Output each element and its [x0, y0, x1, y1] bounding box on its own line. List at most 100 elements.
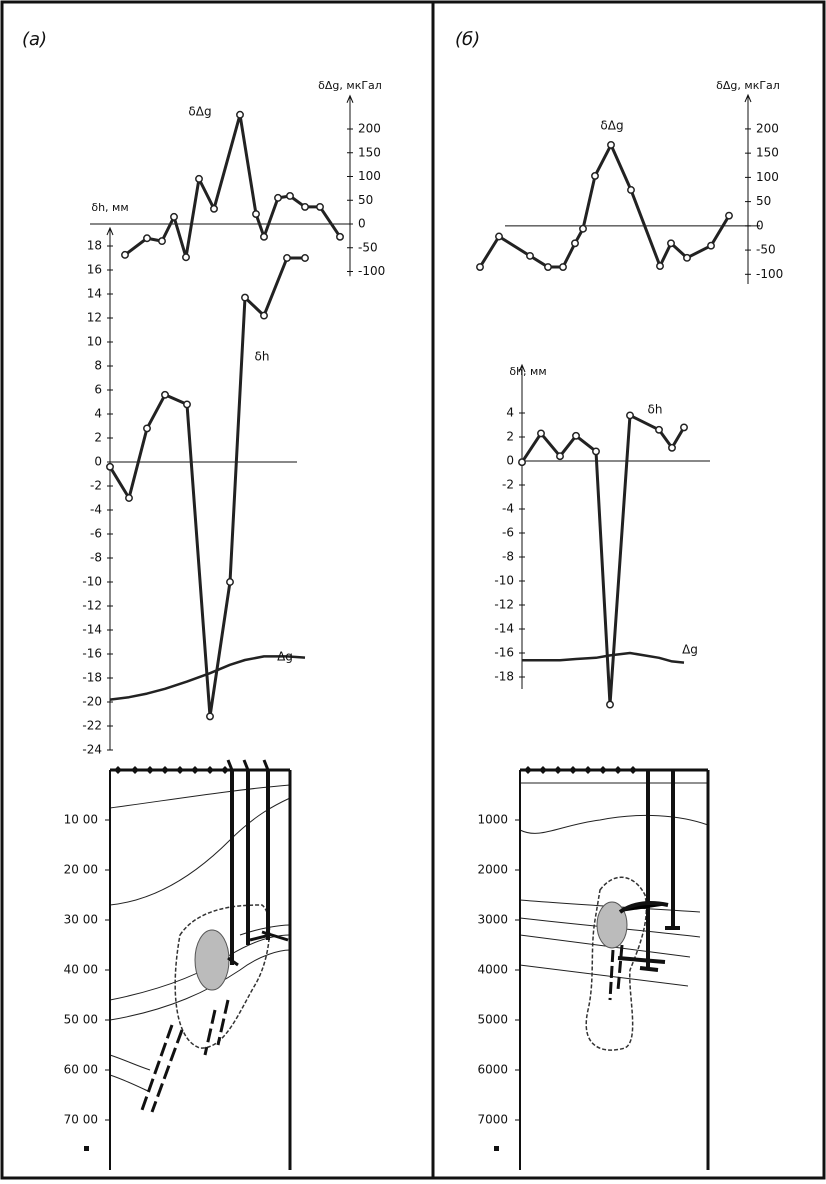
data-point: [579, 224, 587, 233]
series-label: Δg: [277, 650, 293, 664]
axis-label: δΔg, мкГал: [716, 79, 780, 92]
y-tick-label: -16: [494, 646, 514, 660]
y-tick-label: 10: [87, 335, 102, 349]
y-tick-label: 100: [358, 169, 381, 183]
data-point: [626, 411, 634, 420]
axis-label: δh, мм: [509, 365, 546, 378]
y-tick-label: -18: [82, 671, 102, 685]
data-point: [252, 210, 260, 218]
station: [206, 766, 214, 774]
data-point: [206, 712, 214, 721]
data-point: [143, 234, 151, 243]
panel-label: (б): [455, 29, 480, 50]
y-tick-label: -12: [82, 599, 102, 613]
data-line: [108, 256, 305, 718]
y-tick-label: 4: [94, 407, 102, 421]
y-tick-label: -6: [502, 526, 514, 540]
y-tick-label: 7000: [477, 1113, 508, 1127]
y-tick-label: 16: [87, 263, 102, 277]
y-tick-label: -4: [90, 503, 102, 517]
data-point: [476, 263, 484, 271]
y-tick-label: 6000: [477, 1063, 508, 1077]
panel-label: (а): [22, 29, 47, 50]
series-label: δΔg: [600, 119, 623, 133]
data-point: [143, 424, 151, 433]
y-tick-label: 200: [358, 122, 381, 136]
station: [114, 766, 122, 774]
data-point: [274, 193, 282, 202]
data-point: [121, 250, 129, 259]
curve: [109, 655, 306, 701]
y-tick-label: 14: [87, 287, 102, 301]
y-tick-label: -10: [494, 574, 514, 588]
y-tick-label: 3000: [477, 913, 508, 927]
scale-mark: [494, 1146, 499, 1151]
y-tick-label: -6: [90, 527, 102, 541]
y-tick-label: -100: [756, 267, 783, 281]
station: [176, 766, 184, 774]
y-tick-label: 0: [358, 217, 366, 231]
y-tick-label: -14: [82, 623, 102, 637]
y-tick-label: 30 00: [64, 913, 98, 927]
y-tick-label: -2: [502, 478, 514, 492]
data-point: [537, 429, 545, 438]
y-tick-label: 5000: [477, 1013, 508, 1027]
data-point: [518, 458, 526, 467]
station: [614, 766, 622, 774]
y-tick-label: 0: [756, 218, 764, 232]
y-tick-label: 6: [94, 383, 102, 397]
data-point: [158, 237, 166, 246]
data-point: [195, 174, 203, 183]
station: [146, 766, 154, 774]
data-line: [478, 143, 731, 269]
station: [191, 766, 199, 774]
curve: [522, 651, 685, 664]
y-tick-label: -14: [494, 622, 514, 636]
y-tick-label: 10 00: [64, 813, 98, 827]
y-tick-label: -22: [82, 719, 102, 733]
station: [524, 766, 532, 774]
y-tick-label: 50: [358, 193, 373, 207]
y-tick-label: 12: [87, 311, 102, 325]
data-point: [283, 254, 291, 262]
y-tick-label: 200: [756, 121, 779, 135]
section-geology: [519, 770, 709, 1051]
y-tick-label: -50: [358, 240, 378, 254]
data-point: [301, 202, 309, 211]
data-point: [301, 254, 309, 262]
axis-arrow: [744, 93, 752, 103]
data-point: [260, 311, 268, 320]
data-point: [627, 186, 635, 194]
y-tick-label: -50: [756, 243, 776, 257]
y-tick-label: -8: [502, 550, 514, 564]
axis-arrow: [346, 94, 354, 103]
data-point: [336, 232, 344, 241]
y-tick-label: 60 00: [64, 1063, 98, 1077]
data-point: [183, 400, 191, 409]
data-point: [316, 202, 324, 211]
y-tick-label: 1000: [477, 813, 508, 827]
y-tick-label: -24: [82, 743, 102, 757]
y-tick-label: 20 00: [64, 863, 98, 877]
y-tick-label: 0: [94, 455, 102, 469]
data-point: [556, 452, 564, 461]
y-tick-label: 0: [506, 454, 514, 468]
data-point: [668, 443, 676, 452]
data-point: [526, 251, 534, 260]
station: [554, 766, 562, 774]
y-tick-label: -8: [90, 551, 102, 565]
data-line: [520, 413, 686, 707]
axis-arrow: [518, 363, 526, 373]
y-tick-label: 40 00: [64, 963, 98, 977]
y-tick-label: 2: [506, 430, 514, 444]
station: [539, 766, 547, 774]
data-point: [606, 700, 614, 709]
series-label: δh: [648, 403, 663, 417]
station: [569, 766, 577, 774]
data-point: [680, 423, 688, 432]
data-point: [559, 263, 567, 271]
section-geology: [109, 759, 291, 1113]
data-point: [170, 212, 178, 221]
station: [629, 766, 637, 774]
